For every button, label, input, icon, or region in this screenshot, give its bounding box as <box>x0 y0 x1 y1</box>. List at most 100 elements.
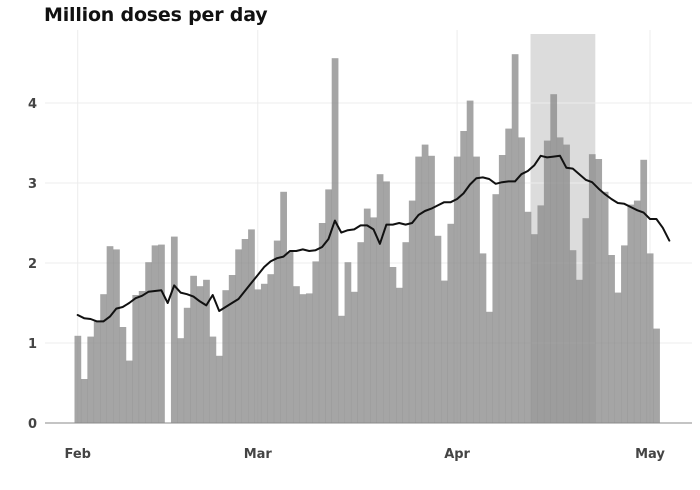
bar <box>254 289 262 423</box>
bar <box>87 336 95 423</box>
bar <box>376 174 384 423</box>
bar <box>100 294 107 423</box>
bar <box>582 218 590 423</box>
bar <box>473 156 480 423</box>
bars-layer <box>74 54 660 424</box>
bar <box>441 280 448 423</box>
bar <box>196 286 204 423</box>
bar <box>550 94 558 423</box>
bar <box>653 328 660 423</box>
bar <box>260 283 268 423</box>
bar <box>80 379 88 423</box>
bar <box>434 235 442 423</box>
bar <box>453 156 461 423</box>
average-line <box>76 154 671 323</box>
bar <box>460 131 468 423</box>
bar <box>486 311 493 423</box>
bar <box>74 335 82 423</box>
bar <box>402 242 410 423</box>
bar <box>569 250 577 423</box>
bar <box>241 239 249 423</box>
bar <box>601 191 609 423</box>
bar <box>228 275 236 423</box>
bar <box>119 327 127 423</box>
bar <box>608 255 615 423</box>
bar <box>363 208 371 423</box>
bar <box>113 249 120 423</box>
bar <box>415 156 423 423</box>
bar <box>595 159 603 423</box>
bar <box>203 279 210 423</box>
x-tick-label: Mar <box>244 447 273 462</box>
bar <box>183 307 191 423</box>
bar <box>498 155 506 423</box>
bar <box>125 360 133 423</box>
bar <box>344 262 352 423</box>
bar <box>248 229 255 423</box>
bar <box>299 294 307 423</box>
bar <box>222 290 230 423</box>
bar <box>408 200 416 423</box>
bar <box>614 292 622 423</box>
bar <box>621 245 628 423</box>
bar <box>383 181 390 423</box>
bar <box>447 223 455 423</box>
bar <box>537 205 545 423</box>
bar <box>421 144 429 423</box>
bar <box>93 321 101 423</box>
bar <box>396 287 403 423</box>
y-tick-label: 0 <box>28 417 37 432</box>
bar <box>170 236 178 423</box>
bar <box>267 274 275 423</box>
bar <box>428 155 435 424</box>
bar <box>350 291 358 423</box>
bar <box>331 58 339 423</box>
bar <box>518 137 525 423</box>
bar <box>235 249 242 423</box>
bar <box>132 295 140 423</box>
bar <box>370 217 378 423</box>
y-tick-label: 2 <box>28 257 37 272</box>
bar <box>215 355 223 423</box>
bar <box>466 100 474 423</box>
bar <box>511 54 519 423</box>
y-tick-label: 3 <box>28 177 37 192</box>
bar <box>293 286 300 423</box>
bar <box>106 246 114 423</box>
bar <box>646 253 654 423</box>
bar <box>531 234 538 423</box>
bar <box>305 293 313 423</box>
chart-title: Million doses per day <box>44 4 268 26</box>
bar <box>588 154 596 423</box>
bar <box>286 251 294 423</box>
bar <box>479 253 487 423</box>
bar <box>492 194 500 423</box>
labels-layer: 0 1 2 3 4 Feb Mar Apr May <box>28 97 665 462</box>
bar <box>209 336 217 423</box>
x-tick-label: Apr <box>444 447 470 462</box>
y-tick-label: 4 <box>28 97 37 112</box>
line-layer <box>76 154 671 323</box>
bar <box>138 291 146 423</box>
bar <box>389 267 397 423</box>
bar <box>357 242 365 423</box>
bar <box>273 240 281 423</box>
bar <box>505 128 513 423</box>
bar <box>280 191 287 423</box>
bar <box>318 223 326 423</box>
bar <box>177 338 185 423</box>
x-tick-label: Feb <box>64 447 90 462</box>
bar <box>563 144 570 423</box>
bar <box>158 244 165 423</box>
bar <box>190 275 197 423</box>
bar <box>524 211 532 423</box>
bar <box>338 315 345 423</box>
bar <box>325 189 332 423</box>
bar <box>627 204 635 423</box>
y-tick-label: 1 <box>28 337 37 352</box>
bar <box>151 245 159 423</box>
bar <box>312 261 320 423</box>
bar <box>633 200 641 423</box>
bar <box>576 279 583 423</box>
